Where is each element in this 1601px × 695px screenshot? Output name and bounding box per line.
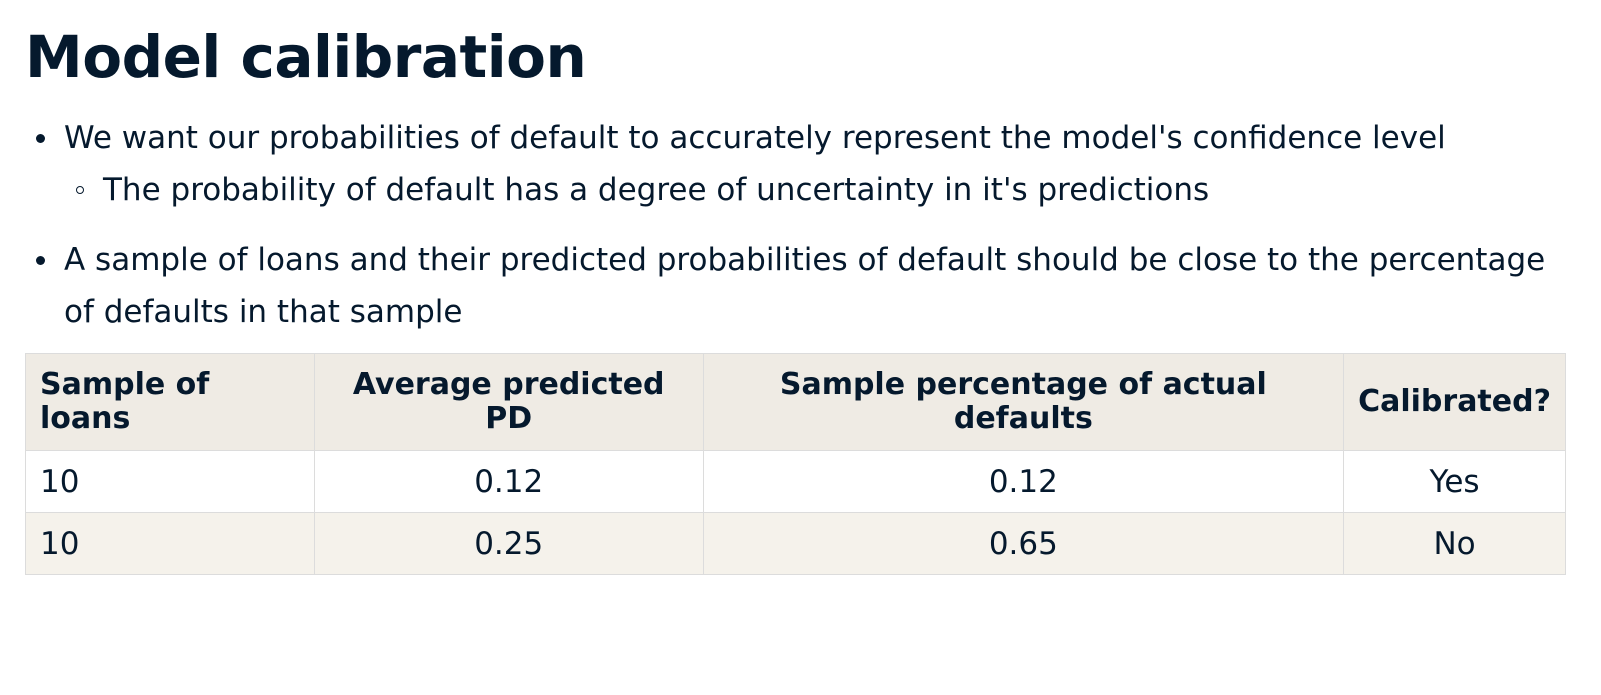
table-cell: 0.65 bbox=[702, 512, 1345, 575]
bullet-text: We want our probabilities of default to … bbox=[64, 120, 1446, 156]
table-cell: 0.12 bbox=[702, 450, 1345, 513]
table-header-row: Sample of loans Average predicted PD Sam… bbox=[25, 353, 1566, 451]
bullet-dot-icon bbox=[36, 134, 45, 143]
sub-bullet-text: The probability of default has a degree … bbox=[103, 172, 1210, 208]
table-row: 10 0.12 0.12 Yes bbox=[25, 450, 1566, 513]
table-cell: No bbox=[1343, 512, 1566, 575]
sub-bullet-item: The probability of default has a degree … bbox=[0, 164, 1601, 216]
table-row: 10 0.25 0.65 No bbox=[25, 512, 1566, 575]
bullet-circle-icon bbox=[76, 186, 84, 194]
table-cell: 10 bbox=[25, 450, 315, 513]
bullet-text: A sample of loans and their predicted pr… bbox=[64, 242, 1546, 330]
slide-title: Model calibration bbox=[25, 23, 587, 91]
column-header-sample: Sample of loans bbox=[25, 353, 315, 451]
column-header-average-pd: Average predicted PD bbox=[313, 353, 704, 451]
table-cell: 10 bbox=[25, 512, 315, 575]
column-header-calibrated: Calibrated? bbox=[1343, 353, 1566, 451]
bullet-list: We want our probabilities of default to … bbox=[0, 112, 1601, 338]
table-cell: Yes bbox=[1343, 450, 1566, 513]
bullet-item: A sample of loans and their predicted pr… bbox=[0, 234, 1601, 338]
bullet-dot-icon bbox=[36, 256, 45, 265]
table-cell: 0.25 bbox=[313, 512, 704, 575]
table-cell: 0.12 bbox=[313, 450, 704, 513]
bullet-item: We want our probabilities of default to … bbox=[0, 112, 1601, 164]
column-header-actual-defaults: Sample percentage of actual defaults bbox=[702, 353, 1345, 451]
calibration-table: Sample of loans Average predicted PD Sam… bbox=[25, 353, 1566, 575]
